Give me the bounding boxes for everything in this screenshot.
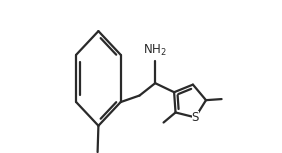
Text: NH$_2$: NH$_2$ bbox=[143, 43, 167, 58]
Text: S: S bbox=[191, 111, 199, 124]
